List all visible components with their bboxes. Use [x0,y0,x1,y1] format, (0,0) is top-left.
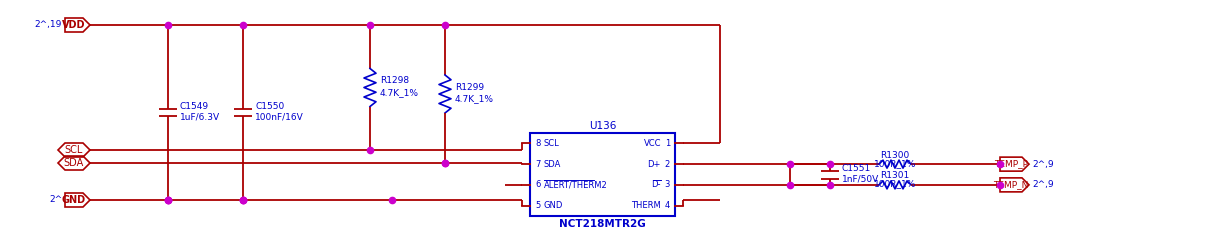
Bar [530,133,675,216]
Text: SCL: SCL [544,139,560,148]
Text: 8: 8 [535,139,540,148]
Text: TEMP_N: TEMP_N [994,180,1028,189]
Text: 2^,9: 2^,9 [1032,180,1054,189]
Text: NCT218MTR2G: NCT218MTR2G [560,219,645,229]
Text: C1550: C1550 [255,102,285,111]
Text: C1551: C1551 [842,164,871,173]
Text: SDA: SDA [64,158,85,168]
Text: D-: D- [652,180,661,189]
Text: ALERT/THERM2: ALERT/THERM2 [544,180,607,189]
Text: THERM: THERM [631,201,661,210]
Text: VDD: VDD [63,20,86,30]
Text: D+: D+ [648,160,661,169]
Text: 1: 1 [665,139,670,148]
Text: GND: GND [544,201,563,210]
Text: SCL: SCL [65,145,83,155]
Text: SDA: SDA [544,160,562,169]
Text: 100R_1%: 100R_1% [874,179,917,188]
Text: C1549: C1549 [180,102,209,111]
Text: 1nF/50V: 1nF/50V [842,175,880,184]
Text: 5: 5 [535,201,540,210]
Text: TEMP_P: TEMP_P [994,160,1028,169]
Text: U136: U136 [589,121,616,131]
Text: 4.7K_1%: 4.7K_1% [455,94,494,103]
Text: 2^: 2^ [49,196,63,204]
Text: 6: 6 [535,180,540,189]
Text: 100nF/16V: 100nF/16V [255,113,304,122]
Text: 2^,9: 2^,9 [1032,160,1054,169]
Text: 2^,19: 2^,19 [34,20,63,30]
Text: 2: 2 [665,160,670,169]
Text: R1300: R1300 [881,151,909,160]
Text: VCC: VCC [643,139,661,148]
Text: 7: 7 [535,160,540,169]
Text: 1uF/6.3V: 1uF/6.3V [180,113,220,122]
Text: 100R_1%: 100R_1% [874,159,917,168]
Text: GND: GND [61,195,86,205]
Text: 3: 3 [665,180,670,189]
Text: 4: 4 [665,201,670,210]
Text: R1301: R1301 [881,171,909,180]
Text: R1298: R1298 [380,76,409,85]
Text: R1299: R1299 [455,82,485,91]
Text: 4.7K_1%: 4.7K_1% [380,88,418,97]
